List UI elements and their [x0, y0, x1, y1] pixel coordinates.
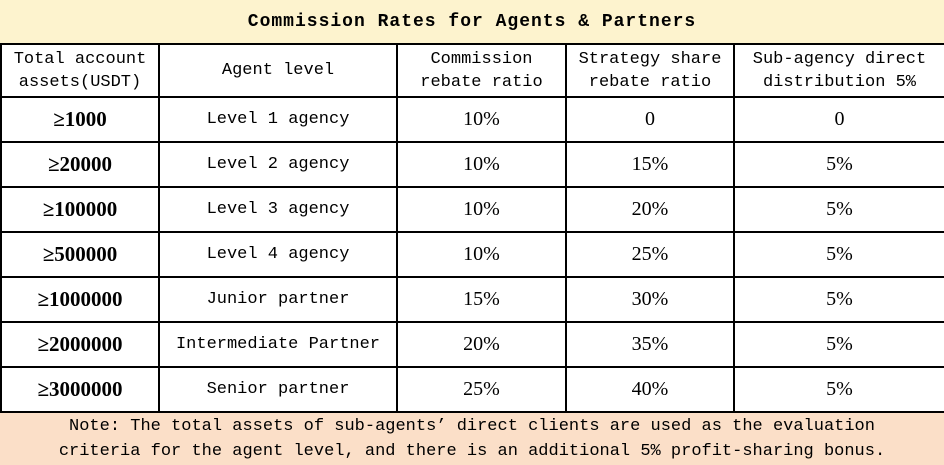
- header-total-assets: Total account assets(USDT): [0, 43, 160, 98]
- assets-cell: ≥3000000: [0, 366, 160, 413]
- strategy-share-cell: 20%: [565, 186, 735, 233]
- table-row: ≥20000 Level 2 agency 10% 15% 5%: [0, 141, 944, 188]
- header-agent-level: Agent level: [158, 43, 398, 98]
- commission-rebate-cell: 10%: [396, 141, 567, 188]
- strategy-share-cell: 35%: [565, 321, 735, 368]
- level-cell: Senior partner: [158, 366, 398, 413]
- table-row: ≥100000 Level 3 agency 10% 20% 5%: [0, 186, 944, 233]
- level-cell: Level 1 agency: [158, 96, 398, 143]
- strategy-share-cell: 0: [565, 96, 735, 143]
- table-row: ≥1000 Level 1 agency 10% 0 0: [0, 96, 944, 143]
- commission-rebate-cell: 15%: [396, 276, 567, 323]
- commission-rebate-cell: 10%: [396, 231, 567, 278]
- commission-rebate-cell: 10%: [396, 186, 567, 233]
- sub-agency-cell: 5%: [733, 141, 944, 188]
- sub-agency-cell: 5%: [733, 231, 944, 278]
- level-cell: Junior partner: [158, 276, 398, 323]
- strategy-share-cell: 15%: [565, 141, 735, 188]
- level-cell: Level 3 agency: [158, 186, 398, 233]
- sub-agency-cell: 5%: [733, 321, 944, 368]
- note-line-2: criteria for the agent level, and there …: [58, 442, 886, 461]
- commission-rebate-cell: 10%: [396, 96, 567, 143]
- level-cell: Level 4 agency: [158, 231, 398, 278]
- header-sub-agency: Sub-agency direct distribution 5%: [733, 43, 944, 98]
- page-title-text: Commission Rates for Agents & Partners: [247, 11, 697, 32]
- strategy-share-cell: 40%: [565, 366, 735, 413]
- table-row: ≥500000 Level 4 agency 10% 25% 5%: [0, 231, 944, 278]
- level-cell: Intermediate Partner: [158, 321, 398, 368]
- sub-agency-cell: 5%: [733, 366, 944, 413]
- note-line-1: Note: The total assets of sub-agents’ di…: [69, 417, 875, 436]
- commission-rates-table: Total account assets(USDT) Agent level C…: [0, 43, 944, 413]
- commission-rebate-cell: 20%: [396, 321, 567, 368]
- table-row: ≥1000000 Junior partner 15% 30% 5%: [0, 276, 944, 323]
- sub-agency-cell: 5%: [733, 276, 944, 323]
- strategy-share-cell: 25%: [565, 231, 735, 278]
- footer-note: Note: The total assets of sub-agents’ di…: [0, 413, 944, 465]
- strategy-share-cell: 30%: [565, 276, 735, 323]
- header-strategy-share: Strategy share rebate ratio: [565, 43, 735, 98]
- header-commission-rebate: Commission rebate ratio: [396, 43, 567, 98]
- assets-cell: ≥2000000: [0, 321, 160, 368]
- sub-agency-cell: 0: [733, 96, 944, 143]
- assets-cell: ≥20000: [0, 141, 160, 188]
- page-title: Commission Rates for Agents & Partners: [0, 0, 944, 43]
- assets-cell: ≥500000: [0, 231, 160, 278]
- table-header-row: Total account assets(USDT) Agent level C…: [0, 43, 944, 98]
- assets-cell: ≥1000000: [0, 276, 160, 323]
- level-cell: Level 2 agency: [158, 141, 398, 188]
- table-row: ≥3000000 Senior partner 25% 40% 5%: [0, 366, 944, 413]
- commission-rebate-cell: 25%: [396, 366, 567, 413]
- sub-agency-cell: 5%: [733, 186, 944, 233]
- assets-cell: ≥1000: [0, 96, 160, 143]
- table-row: ≥2000000 Intermediate Partner 20% 35% 5%: [0, 321, 944, 368]
- assets-cell: ≥100000: [0, 186, 160, 233]
